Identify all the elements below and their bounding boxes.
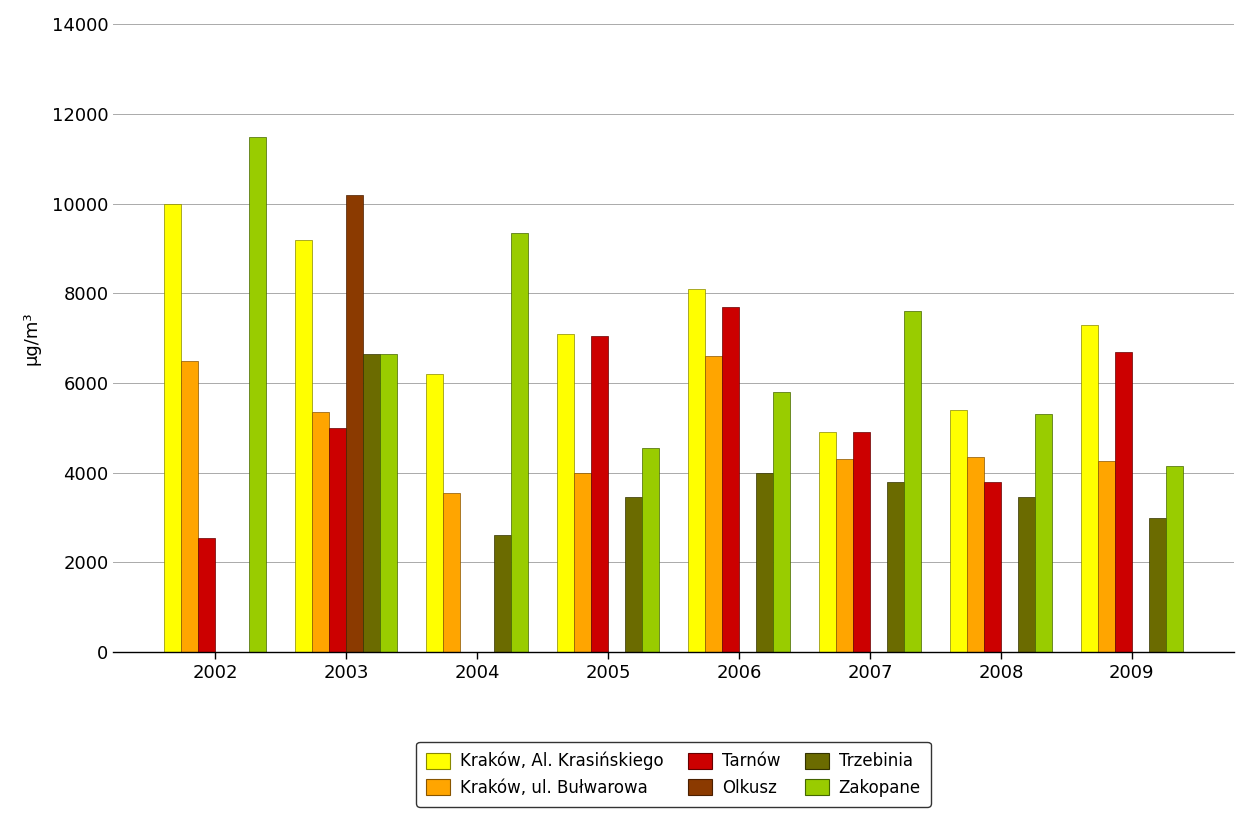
Bar [295, 240, 312, 652]
Bar [626, 497, 642, 652]
Bar [1149, 518, 1166, 652]
Bar [590, 336, 608, 652]
Bar [556, 334, 574, 652]
Bar [852, 433, 870, 652]
Bar [364, 354, 380, 652]
Bar [773, 392, 791, 652]
Bar [949, 410, 967, 652]
Bar [642, 448, 660, 652]
Bar [346, 195, 364, 652]
Bar [1080, 324, 1098, 652]
Bar [1114, 352, 1132, 652]
Bar [164, 204, 181, 652]
Bar [967, 457, 983, 652]
Bar [757, 473, 773, 652]
Bar [329, 428, 346, 652]
Bar [495, 535, 511, 652]
Bar [312, 412, 329, 652]
Bar [836, 460, 852, 652]
Bar [1019, 497, 1035, 652]
Bar [818, 433, 836, 652]
Bar [983, 482, 1001, 652]
Bar [198, 538, 215, 652]
Bar [426, 374, 443, 652]
Bar [380, 354, 398, 652]
Bar [181, 360, 198, 652]
Bar [687, 289, 705, 652]
Legend: Kraków, Al. Krasińskiego, Kraków, ul. Bułwarowa, Tarnów, Olkusz, Trzebinia, Zako: Kraków, Al. Krasińskiego, Kraków, ul. Bu… [417, 742, 930, 807]
Bar [904, 311, 922, 652]
Bar [511, 233, 529, 652]
Bar [574, 473, 590, 652]
Bar [1098, 461, 1114, 652]
Bar [1035, 414, 1053, 652]
Bar [705, 356, 721, 652]
Bar [443, 493, 460, 652]
Bar [721, 307, 739, 652]
Y-axis label: μg/m³: μg/m³ [23, 311, 40, 365]
Bar [249, 136, 267, 652]
Bar [888, 482, 904, 652]
Bar [1166, 466, 1183, 652]
